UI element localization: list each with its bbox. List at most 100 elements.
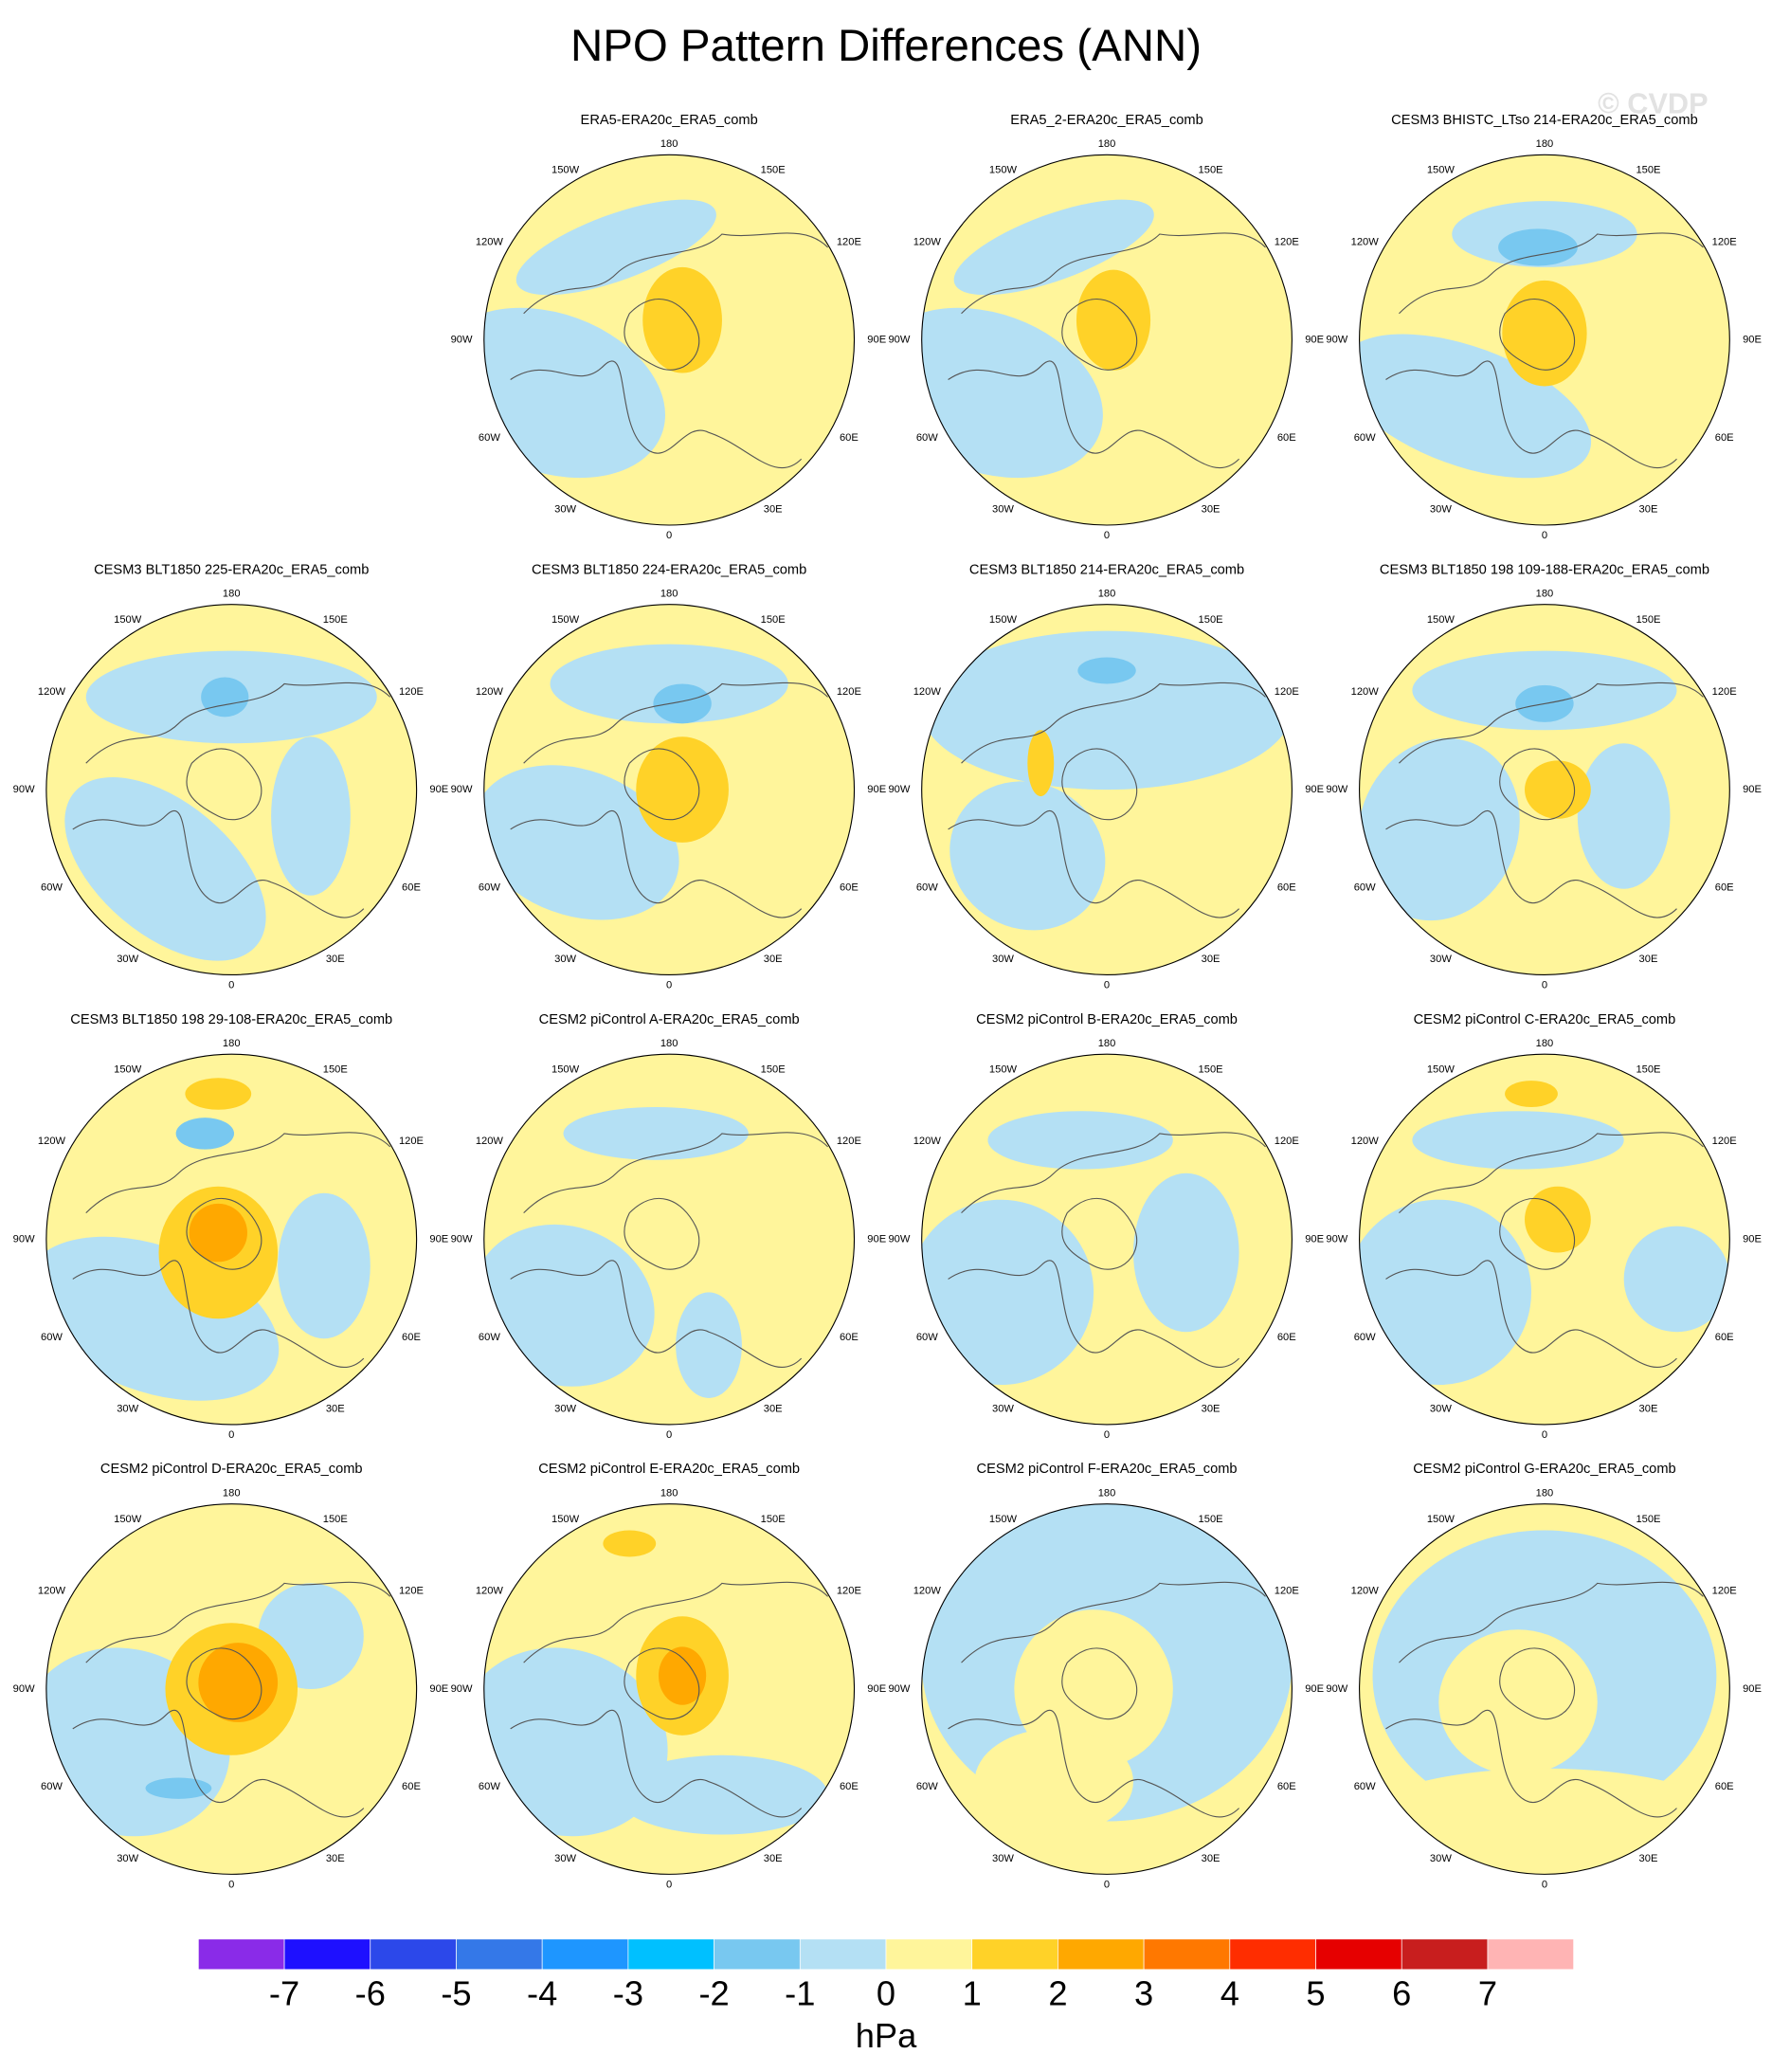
longitude-label: 120E xyxy=(399,1586,424,1597)
longitude-label: 120E xyxy=(1712,1586,1737,1597)
longitude-label: 60W xyxy=(479,882,500,893)
longitude-label: 180 xyxy=(1098,1487,1116,1499)
anomaly-region xyxy=(949,781,1106,931)
anomaly-region xyxy=(1525,760,1591,819)
longitude-label: 120W xyxy=(913,686,942,698)
anomaly-region xyxy=(676,1292,742,1399)
colorbar-box xyxy=(1487,1938,1574,1971)
longitude-label: 180 xyxy=(1536,1487,1554,1499)
colorbar-label: 4 xyxy=(1221,1973,1239,2012)
coastline xyxy=(1385,1132,1704,1369)
map-field xyxy=(921,1054,1293,1425)
coastline xyxy=(948,232,1266,469)
longitude-label: 60E xyxy=(1715,882,1734,893)
longitude-label: 150E xyxy=(1636,1064,1660,1076)
longitude-label: 60W xyxy=(916,882,938,893)
anomaly-region xyxy=(987,1111,1173,1170)
colorbar-label: 2 xyxy=(1048,1973,1067,2012)
longitude-label: 120E xyxy=(837,1586,861,1597)
longitude-label: 150W xyxy=(989,1514,1018,1525)
longitude-label: 90W xyxy=(13,1683,35,1695)
coastline xyxy=(948,1132,1266,1369)
map-panel: CESM2 piControl E-ERA20c_ERA5_comb 180 150… xyxy=(451,1462,887,1890)
longitude-label: 180 xyxy=(1098,1038,1116,1049)
colorbar-label: -3 xyxy=(613,1973,643,2012)
figure-title: NPO Pattern Differences (ANN) xyxy=(570,21,1202,71)
anomaly-region xyxy=(974,1728,1133,1835)
colorbar-box xyxy=(541,1938,629,1971)
longitude-label: 90W xyxy=(1326,335,1347,346)
longitude-label: 60E xyxy=(1277,882,1296,893)
anomaly-region xyxy=(1132,1172,1239,1333)
anomaly-region xyxy=(563,1107,749,1160)
longitude-label: 30E xyxy=(1202,1853,1221,1864)
panel-title: CESM2 piControl C-ERA20c_ERA5_comb xyxy=(1414,1012,1676,1027)
longitude-label: 90W xyxy=(13,1234,35,1245)
longitude-label: 30W xyxy=(1430,503,1452,515)
longitude-label: 120E xyxy=(1712,236,1737,247)
map-panel: CESM3 BLT1850 224-ERA20c_ERA5_comb 180 150… xyxy=(451,562,887,991)
longitude-label: 0 xyxy=(228,1879,234,1890)
longitude-label: 30W xyxy=(1430,1853,1452,1864)
longitude-label: 90E xyxy=(429,784,448,795)
longitude-label: 30E xyxy=(1639,1403,1658,1414)
map-border xyxy=(921,1503,1293,1875)
panel-title: CESM2 piControl D-ERA20c_ERA5_comb xyxy=(100,1462,363,1477)
longitude-label: 150E xyxy=(1636,165,1660,176)
colorbar-box xyxy=(1143,1938,1231,1971)
colorbar-box xyxy=(799,1938,887,1971)
anomaly-region xyxy=(64,777,266,961)
longitude-label: 120E xyxy=(837,686,861,698)
colorbar-label: 6 xyxy=(1392,1973,1411,2012)
map-border xyxy=(921,604,1293,976)
coastline xyxy=(510,682,828,918)
map-field xyxy=(483,154,855,526)
longitude-label: 0 xyxy=(228,980,234,991)
anomaly-region xyxy=(1623,1226,1730,1333)
longitude-label: 0 xyxy=(666,1429,672,1441)
longitude-label: 30E xyxy=(764,1853,783,1864)
longitude-label: 60W xyxy=(479,1781,500,1792)
longitude-label: 150E xyxy=(761,165,786,176)
longitude-label: 150W xyxy=(1427,614,1456,626)
longitude-label: 120E xyxy=(837,236,861,247)
longitude-label: 120W xyxy=(1351,1586,1380,1597)
longitude-label: 30W xyxy=(992,954,1014,965)
longitude-label: 180 xyxy=(1098,138,1116,150)
longitude-label: 60E xyxy=(1277,1332,1296,1343)
longitude-label: 60W xyxy=(916,432,938,444)
anomaly-region xyxy=(198,1643,279,1722)
anomaly-region xyxy=(1505,1081,1558,1108)
longitude-label: 0 xyxy=(1104,980,1110,991)
anomaly-region xyxy=(1498,228,1578,266)
anomaly-region xyxy=(1438,1629,1598,1775)
panel-title: CESM3 BHISTC_LTso 214-ERA20c_ERA5_comb xyxy=(1391,113,1698,128)
longitude-label: 30E xyxy=(764,1403,783,1414)
anomaly-region xyxy=(550,644,788,724)
map-panel: CESM2 piControl D-ERA20c_ERA5_comb 180 150… xyxy=(13,1462,449,1890)
longitude-label: 120E xyxy=(1275,236,1299,247)
anomaly-region xyxy=(616,1754,828,1835)
longitude-label: 90W xyxy=(451,784,473,795)
longitude-label: 0 xyxy=(228,1429,234,1441)
map-field xyxy=(45,604,417,975)
panel-title: CESM3 BLT1850 225-ERA20c_ERA5_comb xyxy=(94,562,369,577)
longitude-label: 0 xyxy=(1542,530,1547,541)
longitude-label: 30W xyxy=(554,503,576,515)
longitude-label: 150W xyxy=(1427,1514,1456,1525)
longitude-label: 60E xyxy=(1715,432,1734,444)
longitude-label: 180 xyxy=(1536,589,1554,600)
map-panel: ERA5_2-ERA20c_ERA5_comb 180 150E 120E 90E 60E… xyxy=(888,113,1324,541)
map-field xyxy=(483,1503,855,1875)
colorbar-box xyxy=(714,1938,801,1971)
longitude-label: 150W xyxy=(551,1064,580,1076)
longitude-label: 60E xyxy=(1277,1781,1296,1792)
longitude-label: 120E xyxy=(1275,686,1299,698)
colorbar-box xyxy=(198,1938,285,1971)
colorbar-label: 7 xyxy=(1478,1973,1497,2012)
longitude-label: 30W xyxy=(1430,1403,1452,1414)
colorbar-box xyxy=(627,1938,714,1971)
anomaly-region xyxy=(1412,1111,1624,1170)
map-field xyxy=(1359,1054,1730,1425)
